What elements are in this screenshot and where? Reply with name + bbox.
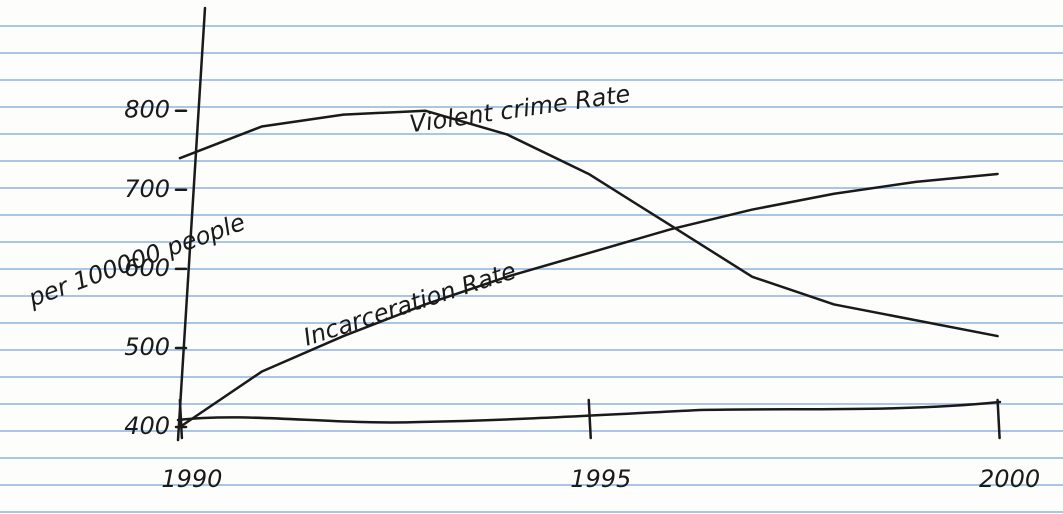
y-tick-label: 500 [124, 333, 170, 361]
x-tick-label: 1990 [161, 465, 222, 493]
x-axis [176, 400, 1002, 424]
x-tick [178, 398, 184, 440]
series-line [178, 109, 999, 338]
y-tick-label: 600 [124, 254, 170, 282]
y-tick-label: 800 [124, 96, 170, 124]
series-label: Incarceration Rate [300, 256, 520, 351]
x-tick-label: 2000 [979, 465, 1040, 493]
y-axis [176, 6, 207, 442]
x-tick [996, 398, 1001, 440]
series-label: Violent crime Rate [408, 80, 632, 139]
x-tick-label: 1995 [570, 465, 631, 493]
x-tick [587, 398, 592, 440]
y-tick-label: 700 [124, 175, 170, 203]
y-tick-label: 400 [124, 412, 170, 440]
series-line [178, 172, 999, 429]
